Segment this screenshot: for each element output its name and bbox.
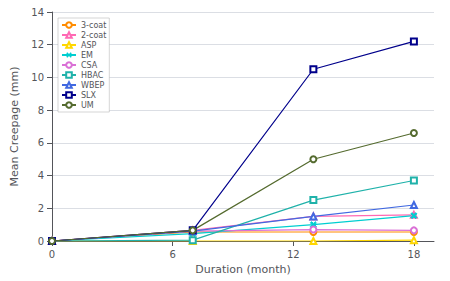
svg-text:2-coat: 2-coat — [81, 31, 106, 40]
svg-text:12: 12 — [287, 249, 300, 260]
svg-text:SLX: SLX — [81, 91, 97, 100]
svg-text:6: 6 — [38, 137, 44, 148]
svg-text:UM: UM — [81, 101, 94, 110]
svg-text:3-coat: 3-coat — [81, 21, 106, 30]
svg-text:EM: EM — [81, 51, 93, 60]
svg-text:Mean Creepage (mm): Mean Creepage (mm) — [8, 67, 21, 187]
svg-text:18: 18 — [408, 249, 421, 260]
svg-text:0: 0 — [38, 236, 44, 247]
svg-text:0: 0 — [49, 249, 55, 260]
svg-text:WBEP: WBEP — [81, 81, 104, 90]
svg-text:ASP: ASP — [81, 41, 97, 50]
svg-text:Duration (month): Duration (month) — [195, 263, 291, 276]
svg-text:2: 2 — [38, 203, 44, 214]
svg-text:6: 6 — [169, 249, 175, 260]
svg-text:14: 14 — [31, 7, 44, 18]
svg-text:4: 4 — [38, 170, 44, 181]
svg-text:12: 12 — [31, 39, 44, 50]
svg-text:CSA: CSA — [81, 61, 98, 70]
svg-text:8: 8 — [38, 105, 44, 116]
svg-text:HBAC: HBAC — [81, 71, 104, 80]
svg-text:10: 10 — [31, 72, 44, 83]
